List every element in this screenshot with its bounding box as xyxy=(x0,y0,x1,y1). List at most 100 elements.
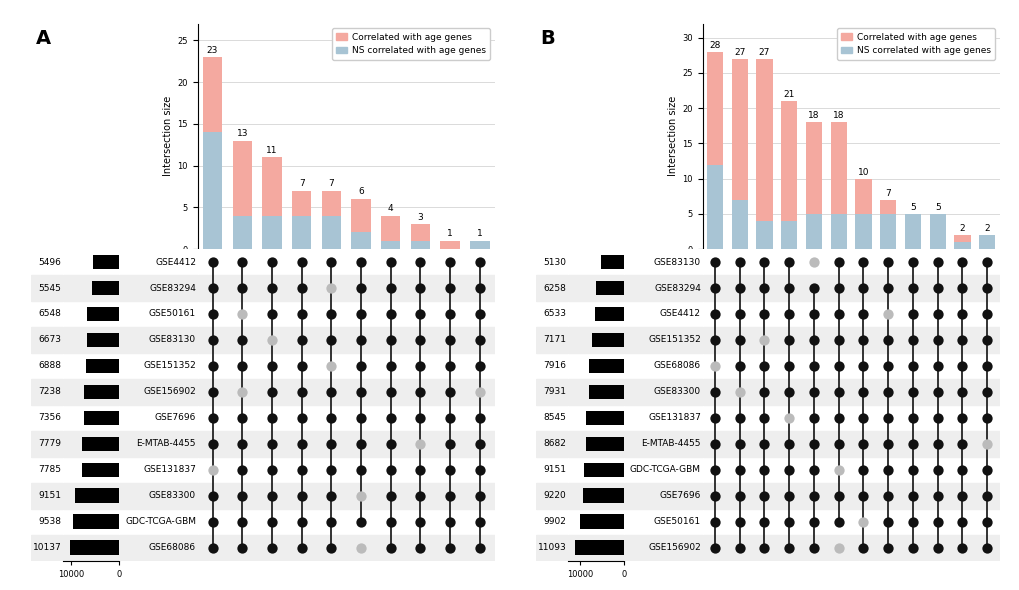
Point xyxy=(978,335,995,345)
Bar xyxy=(31,431,63,457)
Bar xyxy=(731,59,747,200)
Point xyxy=(928,517,945,526)
Point xyxy=(755,361,771,371)
Bar xyxy=(623,327,702,353)
Point xyxy=(264,543,280,552)
Point xyxy=(879,361,896,371)
Bar xyxy=(596,281,623,295)
Point xyxy=(323,335,339,345)
Bar xyxy=(805,214,821,249)
Point xyxy=(382,361,398,371)
Point xyxy=(928,257,945,267)
Point xyxy=(204,283,220,293)
Text: GSE68086: GSE68086 xyxy=(653,361,700,371)
Point xyxy=(441,517,458,526)
Bar xyxy=(411,224,430,241)
Bar xyxy=(568,379,623,405)
Point xyxy=(412,413,428,422)
Text: 7: 7 xyxy=(328,179,334,188)
Point xyxy=(855,517,871,526)
Bar xyxy=(198,379,494,405)
Bar xyxy=(583,489,623,503)
Bar xyxy=(568,535,623,560)
Text: GSE83130: GSE83130 xyxy=(149,336,196,345)
Point xyxy=(323,491,339,500)
Point xyxy=(829,361,846,371)
Point xyxy=(879,257,896,267)
Bar xyxy=(829,214,846,249)
Point xyxy=(904,491,920,500)
Bar xyxy=(440,241,460,249)
Text: GSE83130: GSE83130 xyxy=(653,258,700,267)
Bar xyxy=(118,431,198,457)
Point xyxy=(471,335,487,345)
Point xyxy=(954,335,970,345)
Point xyxy=(233,361,250,371)
Point xyxy=(353,465,369,474)
Legend: Correlated with age genes, NS correlated with age genes: Correlated with age genes, NS correlated… xyxy=(331,28,490,60)
Bar xyxy=(93,255,118,269)
Point xyxy=(781,257,797,267)
Point xyxy=(412,543,428,552)
Point xyxy=(855,543,871,552)
Point xyxy=(204,439,220,448)
Point xyxy=(233,387,250,396)
Point xyxy=(233,517,250,526)
Point xyxy=(353,517,369,526)
Point xyxy=(904,361,920,371)
Text: 7171: 7171 xyxy=(543,336,566,345)
Point xyxy=(755,387,771,396)
Point xyxy=(829,439,846,448)
Point xyxy=(264,309,280,319)
Text: 6: 6 xyxy=(358,188,364,196)
Point xyxy=(323,309,339,319)
Text: 10137: 10137 xyxy=(33,543,61,552)
Point xyxy=(781,361,797,371)
Point xyxy=(323,543,339,552)
Point xyxy=(731,257,747,267)
Point xyxy=(879,439,896,448)
Point xyxy=(471,283,487,293)
Bar xyxy=(84,411,118,425)
Point xyxy=(412,283,428,293)
Point xyxy=(829,517,846,526)
Point xyxy=(471,361,487,371)
Point xyxy=(954,309,970,319)
Point xyxy=(755,517,771,526)
Bar xyxy=(879,200,896,214)
Text: 3: 3 xyxy=(417,212,423,221)
Point xyxy=(353,543,369,552)
Text: 5130: 5130 xyxy=(543,258,566,267)
Point xyxy=(731,387,747,396)
Text: 10: 10 xyxy=(857,168,868,176)
Point xyxy=(904,387,920,396)
Point xyxy=(471,491,487,500)
Point xyxy=(781,309,797,319)
Point xyxy=(471,387,487,396)
Bar xyxy=(702,431,999,457)
Text: 7356: 7356 xyxy=(39,413,61,422)
Point xyxy=(233,335,250,345)
Point xyxy=(805,361,821,371)
Text: 6888: 6888 xyxy=(39,361,61,371)
Point xyxy=(293,335,310,345)
Point xyxy=(879,335,896,345)
Text: 7785: 7785 xyxy=(39,465,61,474)
Point xyxy=(471,543,487,552)
Point xyxy=(441,257,458,267)
Bar xyxy=(706,165,722,249)
Point xyxy=(441,361,458,371)
Text: 18: 18 xyxy=(833,111,844,120)
Text: GSE156902: GSE156902 xyxy=(648,543,700,552)
Bar xyxy=(198,483,494,509)
Text: 28: 28 xyxy=(708,41,720,50)
Point xyxy=(264,361,280,371)
Point xyxy=(731,491,747,500)
Y-axis label: Intersection size: Intersection size xyxy=(163,96,173,176)
Bar xyxy=(954,235,969,242)
Bar xyxy=(535,379,568,405)
Text: GSE156902: GSE156902 xyxy=(144,387,196,396)
Bar xyxy=(535,431,568,457)
Point xyxy=(781,517,797,526)
Bar xyxy=(470,241,489,249)
